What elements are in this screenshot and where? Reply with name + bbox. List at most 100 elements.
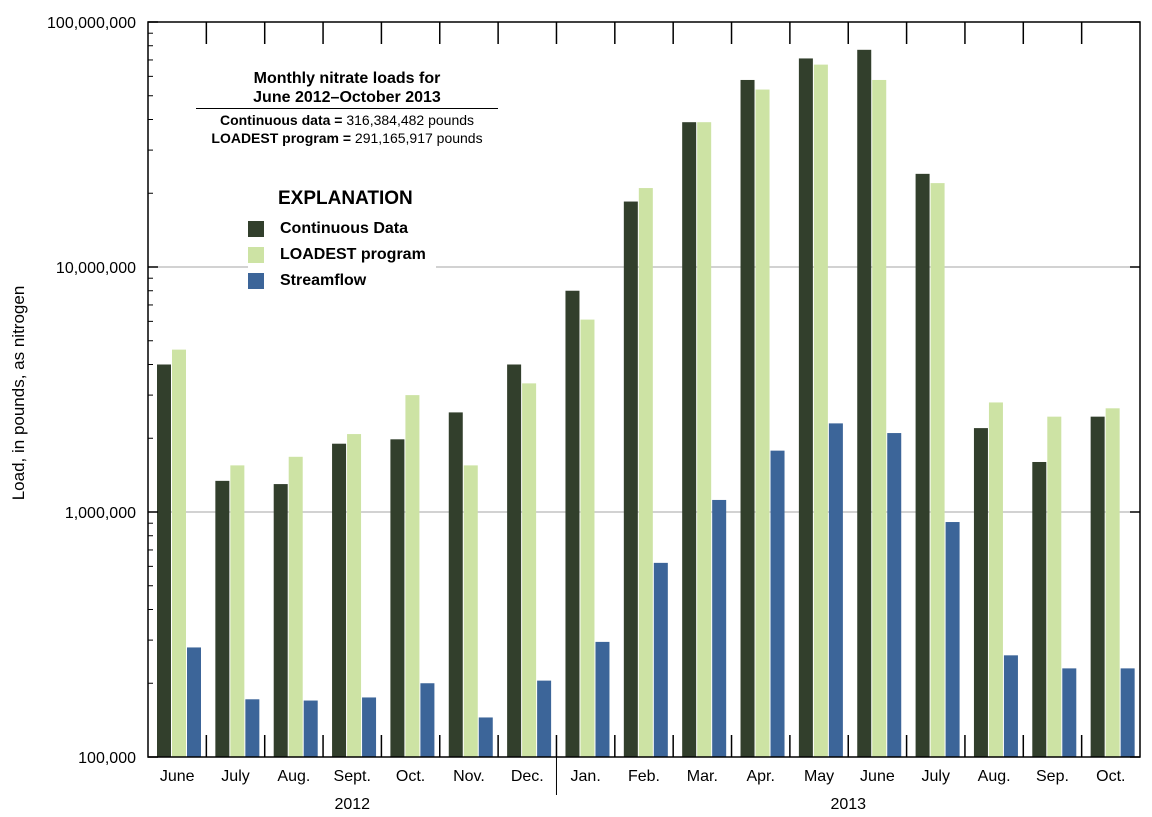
bar-streamflow <box>653 562 668 757</box>
continuous-total-value: 316,384,482 pounds <box>346 112 475 128</box>
info-divider <box>196 108 498 109</box>
legend-swatch-loadest <box>248 247 264 263</box>
bar-loadest <box>1105 408 1120 757</box>
bar-continuous <box>215 480 230 757</box>
bar-continuous <box>740 79 755 757</box>
bar-continuous <box>565 290 580 757</box>
bar-continuous <box>857 49 872 758</box>
continuous-total-row: Continuous data = 316,384,482 pounds <box>196 111 498 129</box>
loadest-total-label: LOADEST program = <box>211 130 352 146</box>
bar-continuous <box>915 173 930 757</box>
x-category-label: Sep. <box>1036 768 1069 785</box>
x-category-label: July <box>922 768 950 785</box>
loadest-total-value: 291,165,917 pounds <box>354 130 483 146</box>
x-category-label: Aug. <box>277 768 310 785</box>
bar-loadest <box>872 79 887 757</box>
bar-continuous <box>973 428 988 757</box>
y-axis-label: Load, in pounds, as nitrogen <box>9 286 28 501</box>
bar-streamflow <box>770 450 785 757</box>
legend-swatch-streamflow <box>248 273 264 289</box>
legend-swatch-continuous <box>248 221 264 237</box>
x-category-label: Aug. <box>978 768 1011 785</box>
bar-continuous <box>448 412 463 757</box>
bar-continuous <box>390 439 405 757</box>
y-tick-label: 1,000,000 <box>65 505 136 522</box>
bar-streamflow <box>828 423 843 757</box>
bar-loadest <box>172 349 186 757</box>
x-category-label: Oct. <box>1096 768 1125 785</box>
x-category-label: June <box>860 768 895 785</box>
bar-loadest <box>638 188 653 757</box>
bar-streamflow <box>303 700 318 757</box>
bar-loadest <box>522 383 537 757</box>
x-category-label: Sept. <box>334 768 371 785</box>
x-category-label: June <box>160 768 195 785</box>
bar-streamflow <box>1120 668 1135 757</box>
bar-streamflow <box>945 522 960 757</box>
bar-streamflow <box>420 683 435 757</box>
legend-item-continuous: Continuous Data <box>248 216 426 242</box>
info-title-line-2: June 2012–October 2013 <box>253 89 441 106</box>
plot-frame <box>147 21 1141 758</box>
bar-loadest <box>230 465 245 757</box>
bar-streamflow <box>537 680 552 757</box>
loadest-total-row: LOADEST program = 291,165,917 pounds <box>196 129 498 147</box>
bar-streamflow <box>887 433 902 757</box>
bar-streamflow <box>478 717 493 757</box>
bar-loadest <box>988 402 1003 757</box>
y-tick-label: 100,000,000 <box>47 15 136 32</box>
legend-item-streamflow: Streamflow <box>248 268 426 294</box>
bar-continuous <box>1032 461 1047 757</box>
legend-label-streamflow: Streamflow <box>280 272 367 289</box>
bar-continuous <box>798 58 813 757</box>
x-category-label: Feb. <box>628 768 660 785</box>
legend-label-loadest: LOADEST program <box>280 246 426 263</box>
bar-continuous <box>507 364 522 757</box>
y-tick-label: 100,000 <box>78 750 136 767</box>
bar-loadest <box>755 89 770 757</box>
bar-loadest <box>347 434 362 757</box>
bar-layer <box>157 49 1135 758</box>
bar-loadest <box>930 183 945 757</box>
bar-loadest <box>1047 416 1062 757</box>
bar-streamflow <box>245 699 260 757</box>
bar-continuous <box>157 364 171 757</box>
x-category-label: Mar. <box>687 768 718 785</box>
bar-streamflow <box>1003 655 1018 757</box>
bar-loadest <box>463 465 478 757</box>
x-category-label: Oct. <box>396 768 425 785</box>
info-title-line-1: Monthly nitrate loads for <box>253 70 441 87</box>
y-tick-label: 10,000,000 <box>56 260 136 277</box>
x-year-label: 2012 <box>334 796 370 813</box>
x-year-label: 2013 <box>830 796 866 813</box>
bar-loadest <box>813 64 828 757</box>
bar-continuous <box>682 122 697 758</box>
x-category-label: Jan. <box>571 768 601 785</box>
bar-streamflow <box>712 499 727 757</box>
bar-continuous <box>332 443 347 757</box>
bar-streamflow <box>595 641 610 757</box>
x-category-label: Nov. <box>453 768 485 785</box>
legend-item-loadest: LOADEST program <box>248 242 426 268</box>
bar-loadest <box>580 319 595 757</box>
bar-continuous <box>1090 416 1105 757</box>
bar-loadest <box>405 395 420 757</box>
bar-loadest <box>697 122 712 758</box>
totals-info-box: Monthly nitrate loads for June 2012–Octo… <box>196 69 498 147</box>
x-category-label: Dec. <box>511 768 544 785</box>
bar-continuous <box>273 484 288 757</box>
continuous-total-label: Continuous data = <box>219 112 343 128</box>
bar-continuous <box>623 201 638 758</box>
x-category-label: July <box>221 768 249 785</box>
legend: EXPLANATION Continuous Data LOADEST prog… <box>248 188 436 298</box>
axis-layer: 100,000 1,000,000 10,000,000 100,000,000 Jun… <box>47 15 1141 813</box>
legend-label-continuous: Continuous Data <box>280 220 408 237</box>
bar-loadest <box>288 456 303 757</box>
legend-title: EXPLANATION <box>278 188 413 209</box>
x-category-label: Apr. <box>746 768 774 785</box>
bar-streamflow <box>1062 668 1077 757</box>
x-category-label: May <box>804 768 834 785</box>
bar-streamflow <box>187 647 201 757</box>
bar-streamflow <box>362 697 377 757</box>
